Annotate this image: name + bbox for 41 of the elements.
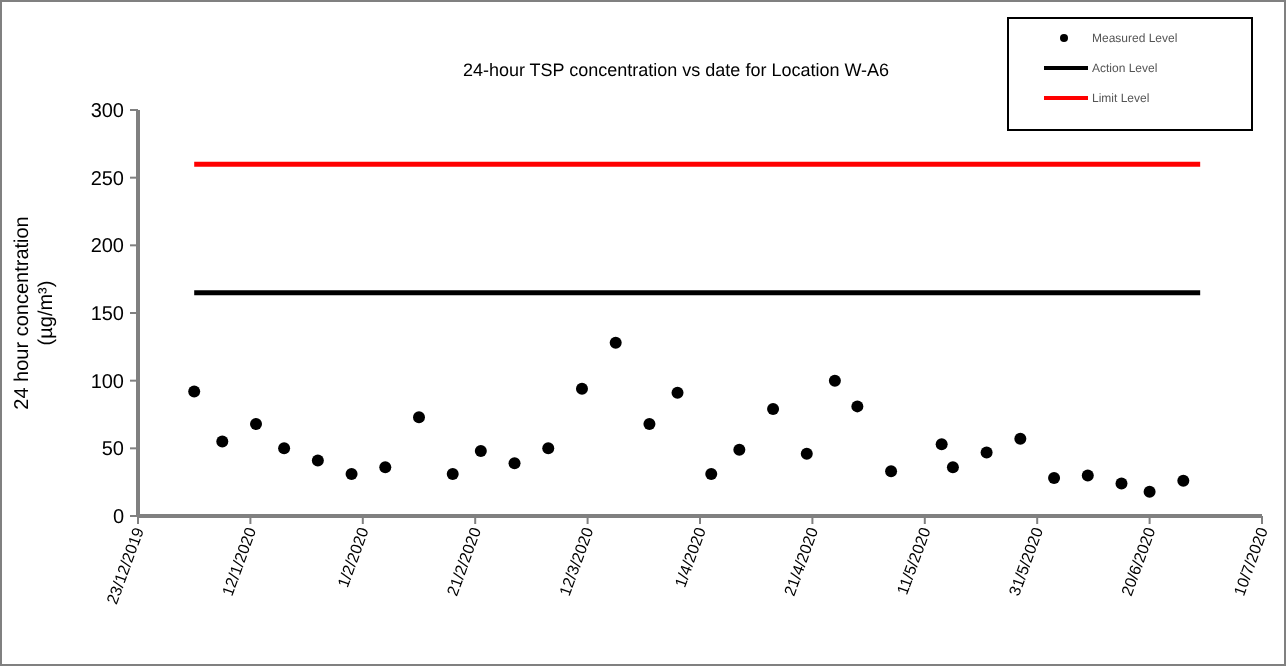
point	[278, 442, 291, 455]
point	[800, 447, 813, 460]
point	[851, 400, 864, 413]
point	[575, 382, 588, 395]
y-tick-label: 50	[101, 439, 125, 462]
point	[345, 468, 358, 481]
point	[643, 417, 656, 430]
point	[1115, 477, 1128, 490]
point	[733, 443, 746, 456]
point	[250, 417, 263, 430]
point	[216, 435, 229, 448]
point	[1014, 432, 1027, 445]
point	[980, 446, 993, 459]
point	[1143, 485, 1156, 498]
y-tick-label: 200	[90, 236, 125, 259]
point	[508, 457, 521, 470]
point	[1177, 474, 1190, 487]
point	[379, 461, 392, 474]
point	[1048, 472, 1061, 485]
point	[413, 411, 425, 424]
y-tick-label: 150	[90, 304, 125, 326]
point	[885, 465, 898, 478]
point	[935, 438, 948, 451]
y-tick-label: 100	[90, 371, 125, 394]
point	[828, 374, 841, 387]
point	[767, 403, 780, 416]
y-tick-label: 300	[90, 101, 125, 123]
point	[609, 336, 622, 349]
point	[671, 386, 684, 399]
point	[946, 461, 959, 474]
point	[542, 442, 555, 455]
point	[446, 468, 459, 481]
y-tick-label: 0	[112, 507, 125, 529]
y-axis-title: 24 hour concentration (µg/m³)	[12, 216, 58, 410]
point	[474, 445, 487, 458]
point	[1081, 469, 1094, 482]
y-tick-label: 250	[90, 168, 125, 191]
chart-title: 24-hour TSP concentration vs date for Location W-A6	[462, 60, 890, 80]
point	[188, 385, 201, 398]
point	[311, 454, 324, 467]
point	[705, 468, 718, 481]
